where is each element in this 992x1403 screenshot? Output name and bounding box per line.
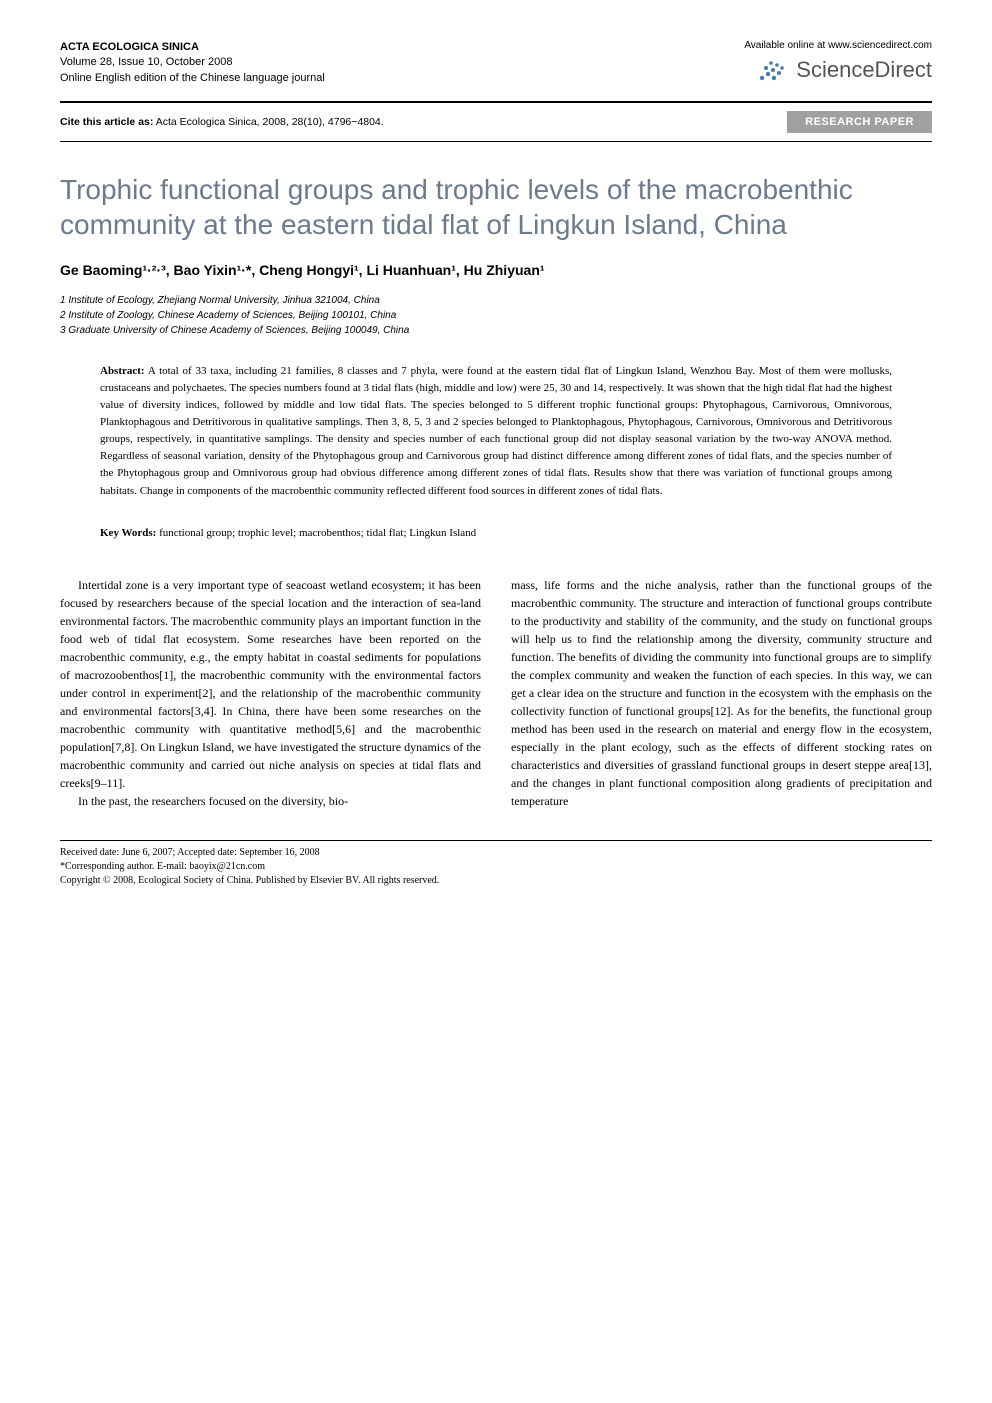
citation-row: Cite this article as: Acta Ecologica Sin… xyxy=(60,103,932,142)
body-para-1: Intertidal zone is a very important type… xyxy=(60,576,481,792)
footer-block: Received date: June 6, 2007; Accepted da… xyxy=(60,840,932,888)
journal-edition: Online English edition of the Chinese la… xyxy=(60,71,325,86)
affiliation-1: 1 Institute of Ecology, Zhejiang Normal … xyxy=(60,293,932,308)
abstract-block: Abstract: A total of 33 taxa, including … xyxy=(100,363,892,499)
abstract-text: A total of 33 taxa, including 21 familie… xyxy=(100,365,892,496)
keywords-label: Key Words: xyxy=(100,527,156,539)
journal-name: ACTA ECOLOGICA SINICA xyxy=(60,40,325,55)
abstract-label: Abstract: xyxy=(100,365,145,377)
journal-info-block: ACTA ECOLOGICA SINICA Volume 28, Issue 1… xyxy=(60,40,325,86)
column-left: Intertidal zone is a very important type… xyxy=(60,576,481,810)
citation-text: Cite this article as: Acta Ecologica Sin… xyxy=(60,116,384,128)
page-header: ACTA ECOLOGICA SINICA Volume 28, Issue 1… xyxy=(60,40,932,86)
author-list: Ge Baoming¹·²·³, Bao Yixin¹·*, Cheng Hon… xyxy=(60,262,932,278)
sciencedirect-logo: ScienceDirect xyxy=(744,56,932,84)
copyright: Copyright © 2008, Ecological Society of … xyxy=(60,874,932,888)
affiliation-2: 2 Institute of Zoology, Chinese Academy … xyxy=(60,308,932,323)
article-title: Trophic functional groups and trophic le… xyxy=(60,172,932,242)
body-para-3: mass, life forms and the niche analysis,… xyxy=(511,576,932,810)
received-date: Received date: June 6, 2007; Accepted da… xyxy=(60,846,932,860)
column-right: mass, life forms and the niche analysis,… xyxy=(511,576,932,810)
cite-value: Acta Ecologica Sinica, 2008, 28(10), 479… xyxy=(153,116,383,128)
research-paper-badge: RESEARCH PAPER xyxy=(787,111,932,133)
affiliations-block: 1 Institute of Ecology, Zhejiang Normal … xyxy=(60,293,932,338)
journal-volume: Volume 28, Issue 10, October 2008 xyxy=(60,55,325,70)
keywords-text: functional group; trophic level; macrobe… xyxy=(156,527,476,539)
sciencedirect-dots-icon xyxy=(756,56,788,84)
available-online-text: Available online at www.sciencedirect.co… xyxy=(744,40,932,51)
sciencedirect-block: Available online at www.sciencedirect.co… xyxy=(744,40,932,84)
cite-label: Cite this article as: xyxy=(60,116,153,128)
body-para-2: In the past, the researchers focused on … xyxy=(60,792,481,810)
body-columns: Intertidal zone is a very important type… xyxy=(60,576,932,810)
keywords-block: Key Words: functional group; trophic lev… xyxy=(100,525,892,542)
corresponding-author: *Corresponding author. E-mail: baoyix@21… xyxy=(60,860,932,874)
sciencedirect-brand: ScienceDirect xyxy=(796,57,932,83)
affiliation-3: 3 Graduate University of Chinese Academy… xyxy=(60,323,932,338)
